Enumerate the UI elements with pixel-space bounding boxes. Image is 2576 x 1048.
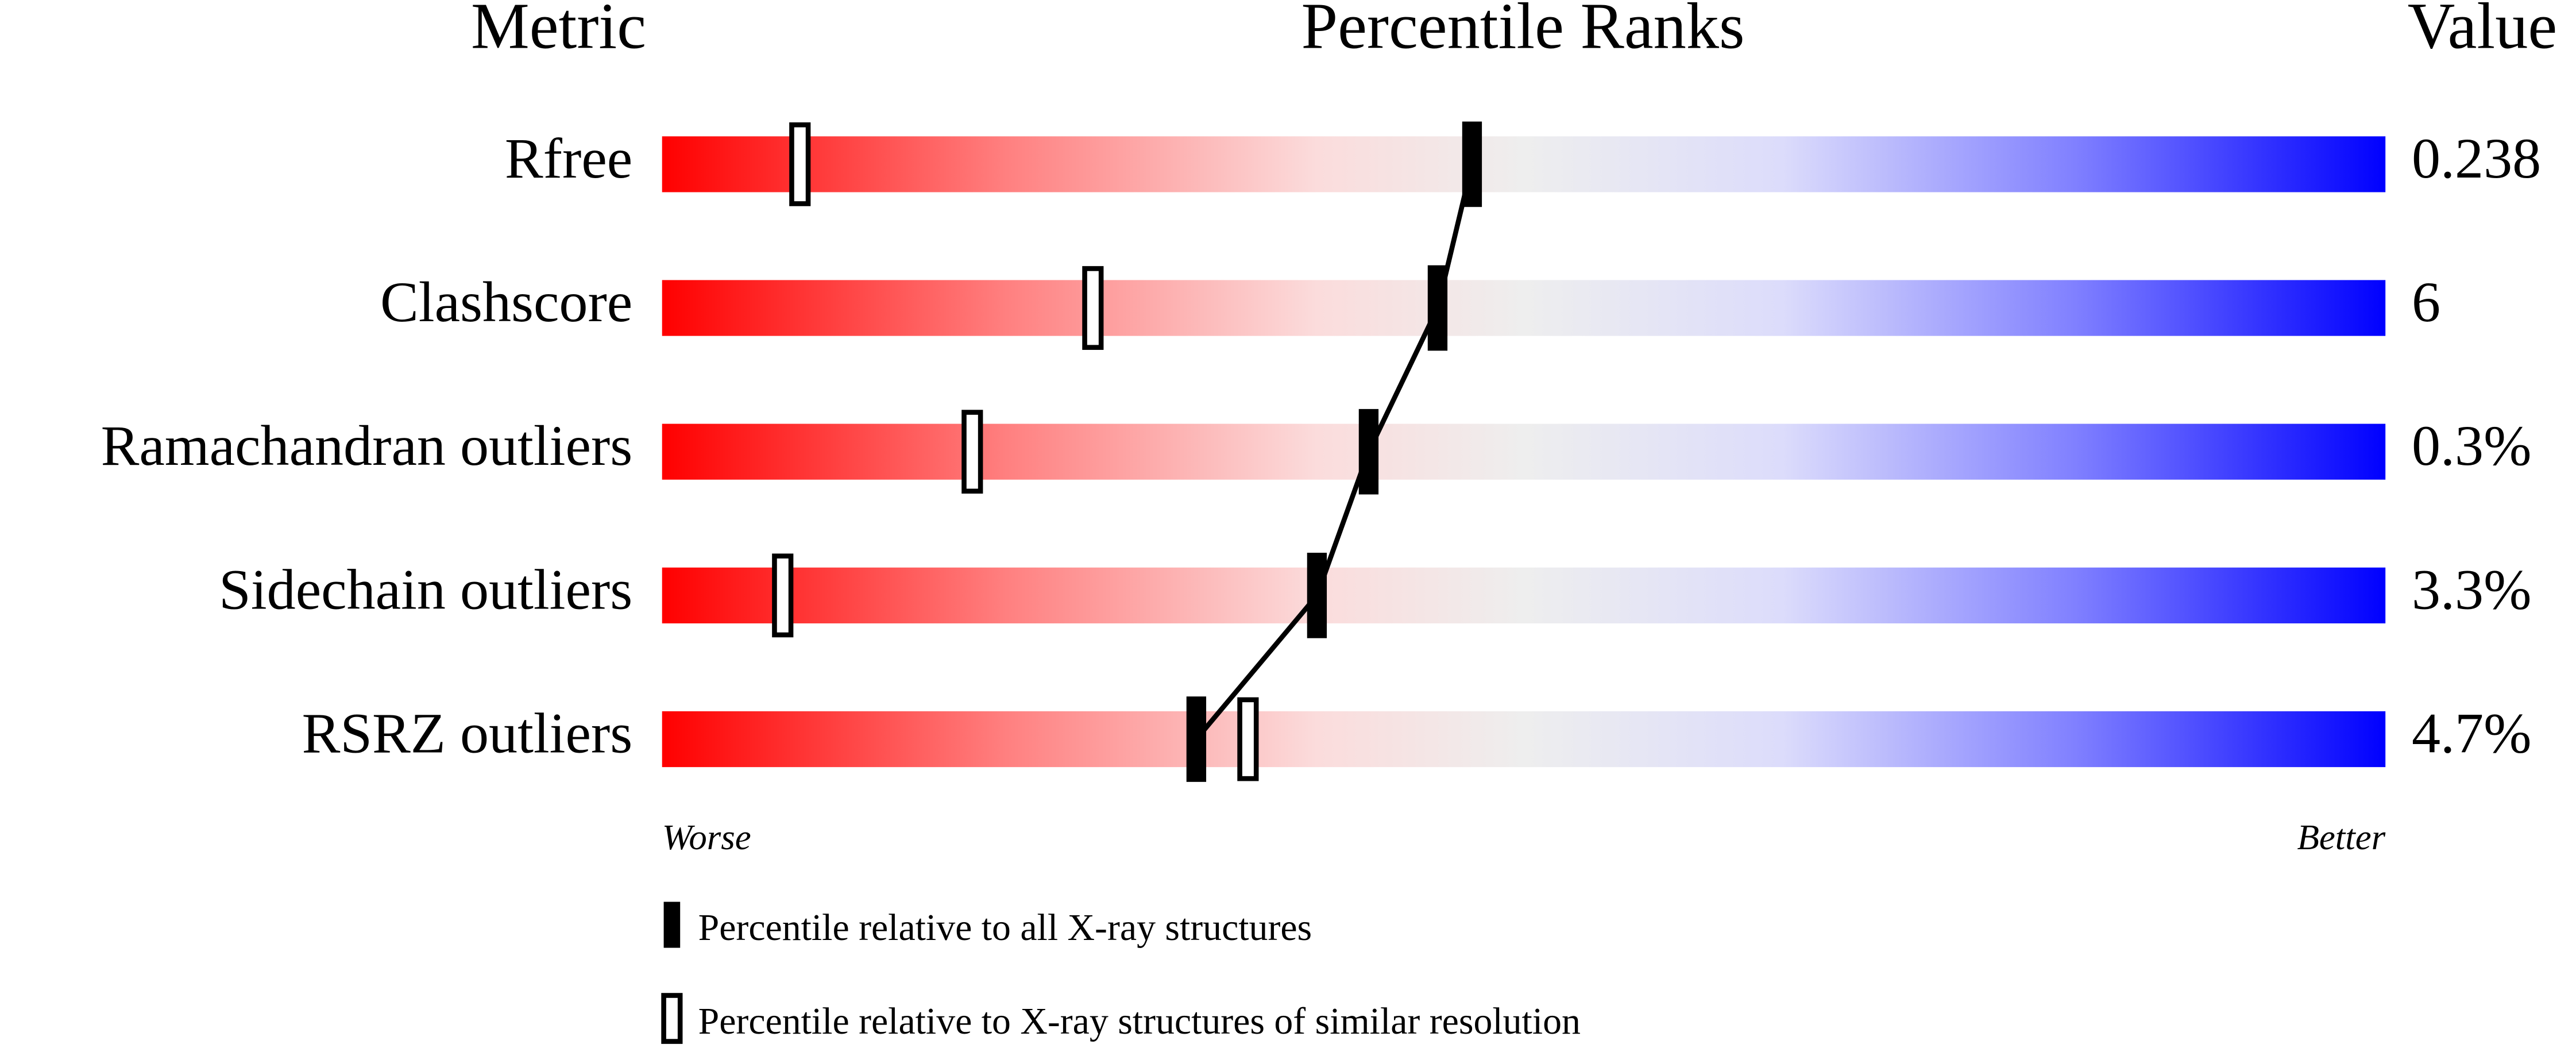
all-structures-marker: [1186, 696, 1207, 782]
percentile-bar: [662, 280, 2386, 336]
percentile-bar: [662, 567, 2386, 623]
metric-label: Sidechain outliers: [219, 557, 632, 621]
similar-resolution-marker: [1237, 697, 1259, 781]
similar-resolution-marker: [1082, 266, 1104, 350]
similar-resolution-marker: [789, 122, 811, 206]
all-structures-marker: [1358, 409, 1379, 495]
metric-label: Ramachandran outliers: [101, 414, 633, 477]
header: Value: [2408, 0, 2557, 62]
all-structures-marker: [1427, 265, 1448, 351]
header: Percentile Ranks: [1301, 0, 1745, 62]
metric-value: 0.3%: [2412, 414, 2532, 477]
metric-label: Clashscore: [380, 270, 632, 334]
all-structures-marker: [1462, 121, 1482, 207]
metric-label: Rfree: [505, 126, 632, 190]
metric-value: 4.7%: [2412, 702, 2532, 765]
percentile-bar: [662, 711, 2386, 768]
all-structures-marker: [1307, 553, 1327, 638]
axis-label-better: Better: [2297, 817, 2385, 857]
metric-label: RSRZ outliers: [302, 702, 633, 765]
header: Metric: [471, 0, 646, 62]
metric-value: 3.3%: [2412, 557, 2532, 621]
percentile-bar: [662, 136, 2386, 192]
legend-label: Percentile relative to all X-ray structu…: [698, 907, 1312, 949]
legend-swatch: [663, 901, 681, 948]
metric-value: 0.238: [2412, 126, 2541, 190]
legend-label: Percentile relative to X-ray structures …: [698, 1000, 1581, 1042]
axis-label-worse: Worse: [662, 817, 751, 857]
similar-resolution-marker: [961, 410, 983, 494]
percentile-bar: [662, 423, 2386, 480]
similar-resolution-marker: [772, 553, 794, 638]
metric-value: 6: [2412, 270, 2440, 334]
legend-swatch: [661, 993, 683, 1044]
